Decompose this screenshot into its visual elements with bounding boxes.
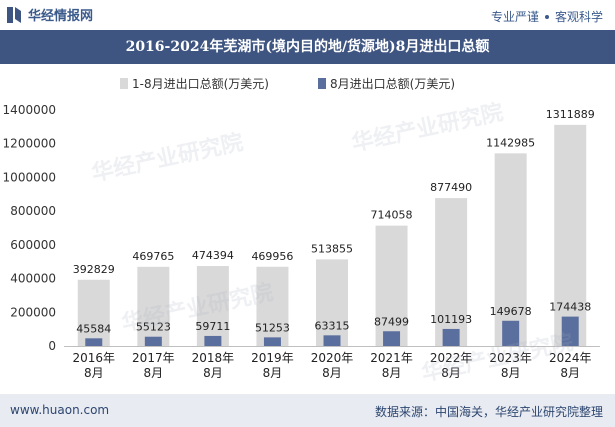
legend: 1-8月进出口总额(万美元) 8月进出口总额(万美元) (120, 77, 455, 91)
data-label-total: 474394 (192, 249, 234, 262)
bar-total (494, 153, 527, 346)
data-label-total: 392829 (73, 263, 115, 276)
data-label-august: 174438 (549, 301, 591, 314)
y-tick-label: 400000 (10, 272, 56, 286)
bar-august (144, 336, 162, 346)
data-label-august: 51253 (255, 321, 290, 334)
top-bar: 华经情报网 专业严谨 客观科学 (0, 0, 615, 30)
logo-icon (7, 6, 21, 23)
y-tick-label: 1400000 (3, 103, 56, 117)
y-tick-label: 800000 (10, 204, 56, 218)
x-tick-label: 8月 (263, 366, 283, 380)
x-tick-label: 8月 (441, 366, 461, 380)
bar-total (316, 259, 348, 346)
x-axis: 2016年8月2017年8月2018年8月2019年8月2020年8月2021年… (73, 351, 592, 380)
footer: www.huaon.com 数据来源：中国海关，华经产业研究院整理 (0, 394, 615, 427)
bar-august (502, 320, 520, 346)
logo-text: 华经情报网 (28, 9, 94, 24)
bar-august (204, 335, 222, 346)
x-tick-label: 8月 (203, 366, 223, 380)
x-tick-label: 2018年 (192, 351, 235, 365)
data-label-august: 149678 (490, 305, 532, 318)
bar-total (196, 266, 229, 346)
y-tick-label: 1200000 (3, 137, 56, 151)
bar-total (554, 124, 587, 346)
y-tick-label: 0 (48, 339, 56, 353)
footer-website[interactable]: www.huaon.com (10, 403, 110, 417)
x-tick-label: 2024年 (549, 351, 592, 365)
data-label-august: 59711 (195, 320, 230, 333)
data-label-august: 101193 (430, 313, 472, 326)
y-tick-label: 600000 (10, 238, 56, 252)
data-label-total: 469956 (251, 250, 293, 263)
data-label-august: 87499 (374, 315, 409, 328)
data-label-total: 469765 (132, 250, 174, 263)
x-tick-label: 2016年 (73, 351, 116, 365)
legend-label: 1-8月进出口总额(万美元) (132, 77, 269, 91)
bar-august (85, 338, 103, 346)
data-label-total: 513855 (311, 242, 353, 255)
data-label-total: 1142985 (486, 136, 535, 149)
legend-label: 8月进出口总额(万美元) (330, 77, 455, 91)
footer-source: 数据来源：中国海关，华经产业研究院整理 (374, 405, 603, 419)
data-label-august: 55123 (136, 321, 171, 334)
tagline: 专业严谨 客观科学 (491, 8, 603, 25)
x-tick-label: 2017年 (132, 351, 175, 365)
x-tick-label: 2022年 (430, 351, 473, 365)
bar-total (375, 225, 408, 346)
bar-august (442, 328, 460, 346)
data-label-total: 714058 (371, 209, 413, 222)
data-label-total: 1311889 (546, 108, 595, 121)
legend-swatch (318, 78, 326, 89)
y-axis: 0 200000 400000 600000 800000 1000000 1200000 1… (3, 103, 600, 353)
data-labels: 392829 45584 469765 55123 474394 59711 469956 5… (73, 108, 595, 335)
legend-swatch (120, 78, 128, 89)
chart-title: 2016-2024年芜湖市(境内目的地/货源地)8月进出口总额 (0, 30, 615, 64)
x-tick-label: 2019年 (251, 351, 294, 365)
x-tick-label: 8月 (560, 366, 580, 380)
x-tick-label: 2021年 (370, 351, 413, 365)
x-tick-label: 8月 (84, 366, 104, 380)
x-tick-label: 8月 (501, 366, 521, 380)
x-tick-label: 8月 (322, 366, 342, 380)
bar-total (137, 266, 170, 346)
bars (77, 124, 587, 346)
bar-total (435, 198, 468, 346)
bar-august (383, 331, 401, 346)
y-tick-label: 1000000 (3, 170, 56, 184)
tagline-right: 客观科学 (554, 10, 603, 24)
bar-total (256, 266, 289, 346)
x-tick-label: 8月 (144, 366, 164, 380)
bar-august (561, 316, 579, 346)
tagline-dot (544, 15, 549, 19)
x-tick-label: 2020年 (311, 351, 354, 365)
x-tick-label: 2023年 (489, 351, 532, 365)
tagline-left: 专业严谨 (490, 10, 539, 24)
logo[interactable]: 华经情报网 (6, 5, 93, 24)
bar-august (263, 337, 281, 346)
y-tick-label: 200000 (10, 305, 56, 319)
data-label-total: 877490 (430, 181, 472, 194)
chart: 1-8月进出口总额(万美元) 8月进出口总额(万美元) 0 200000 400000… (3, 77, 600, 380)
bar-august (323, 335, 341, 346)
data-label-august: 45584 (76, 322, 111, 335)
data-label-august: 63315 (315, 319, 350, 332)
x-tick-label: 8月 (382, 366, 402, 380)
bar-total (77, 279, 110, 346)
